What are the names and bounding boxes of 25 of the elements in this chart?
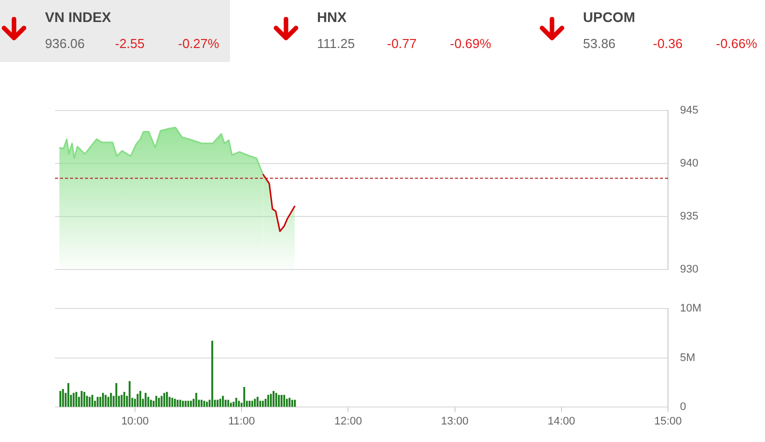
y-tick-label: 935 [680, 210, 698, 222]
text: VN INDEX [45, 9, 112, 25]
y-tick-label: 0 [680, 401, 686, 414]
y-tick-label: 930 [680, 263, 698, 276]
text: 111.25 [317, 36, 355, 51]
x-tick-label: 14:00 [548, 416, 576, 428]
x-tick-label: 13:00 [441, 416, 469, 428]
text: -0.69% [450, 36, 492, 51]
text: 53.86 [583, 36, 616, 51]
text: -0.66% [716, 36, 758, 51]
text: HNX [317, 9, 347, 25]
text: UPCOM [583, 9, 636, 25]
x-tick-label: 15:00 [654, 416, 682, 428]
y-tick-label: 940 [680, 158, 698, 170]
text: -0.77 [387, 36, 417, 51]
y-tick-label: 10M [680, 302, 702, 315]
text: -2.55 [115, 36, 145, 51]
text: 936.06 [45, 36, 85, 51]
y-tick-label: 5M [680, 352, 696, 364]
y-tick-label: 945 [680, 104, 698, 117]
text: -0.36 [653, 36, 683, 51]
text: -0.27% [178, 36, 220, 51]
x-tick-label: 12:00 [334, 416, 362, 428]
x-tick-label: 11:00 [228, 416, 255, 428]
x-tick-label: 10:00 [121, 416, 149, 428]
